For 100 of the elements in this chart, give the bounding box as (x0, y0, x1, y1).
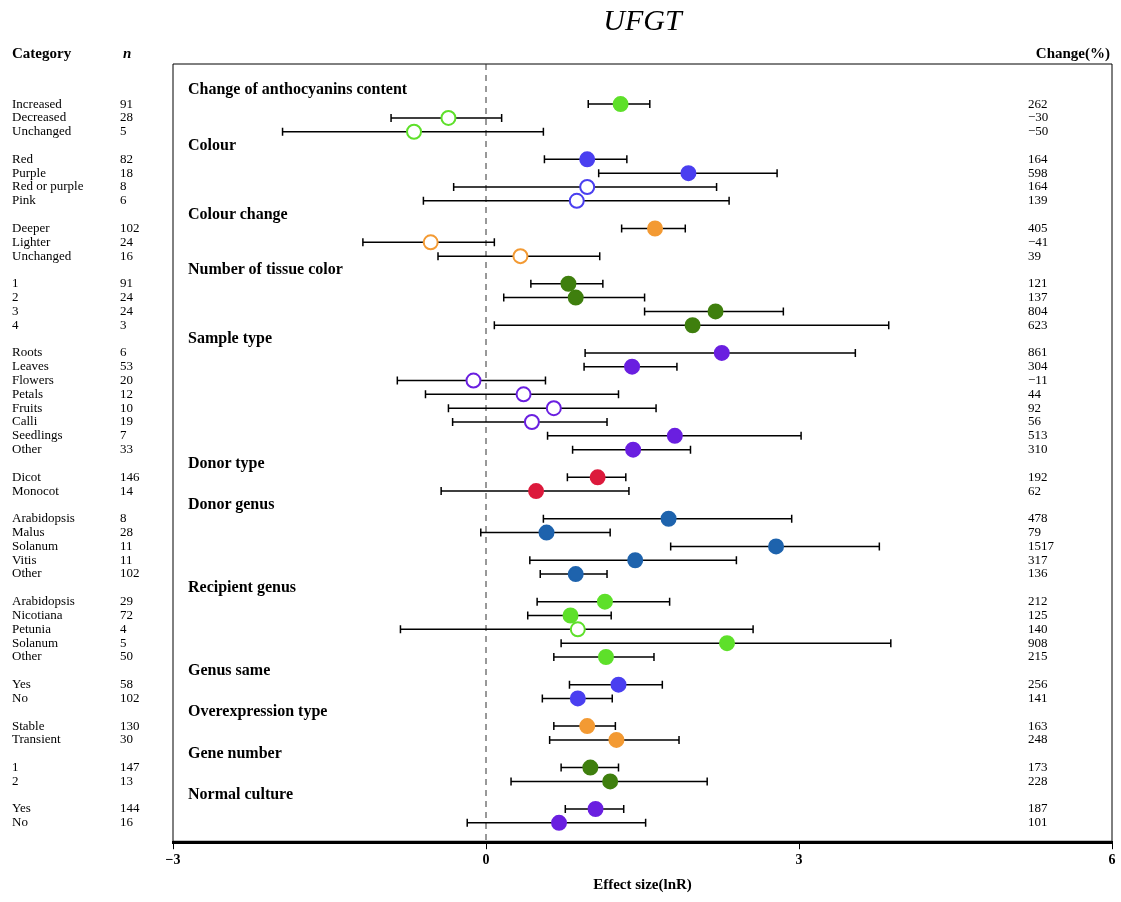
point (597, 648, 614, 665)
text: 13 (120, 772, 133, 788)
point (589, 469, 606, 486)
y2-tick-label: 1517 (1028, 537, 1055, 553)
point (647, 220, 664, 237)
point (567, 289, 584, 306)
point (579, 151, 596, 168)
y2-tick-label: 187 (1028, 800, 1048, 816)
y2-tick-label: 139 (1028, 192, 1048, 208)
text: 82 (120, 150, 133, 166)
text: 24 (120, 289, 134, 305)
y2-tick-label: 598 (1028, 164, 1048, 180)
text: 20 (120, 371, 133, 387)
point (515, 386, 532, 403)
text: 8 (120, 510, 127, 526)
y2-tick-label: −30 (1028, 109, 1049, 125)
point (440, 109, 457, 126)
y-tick-label: Gene number (188, 743, 282, 761)
point (624, 358, 641, 375)
y-tick-label: Monocot (12, 482, 60, 498)
text: 3 (120, 316, 127, 332)
point (768, 538, 785, 555)
y2-tick-label: 173 (1028, 758, 1048, 774)
point (610, 676, 627, 693)
y-tick-label: Recipient genus (188, 578, 296, 597)
text: 12 (120, 385, 133, 401)
point (528, 483, 545, 500)
text: 102 (120, 565, 140, 581)
y-tick-label: Colour (188, 135, 236, 153)
y-tick-label: Dicot (12, 468, 42, 484)
point (551, 814, 568, 831)
point (406, 123, 423, 140)
text: 58 (120, 676, 133, 692)
text: n (123, 44, 132, 61)
x-tick-label: 3 (795, 852, 803, 868)
point (627, 552, 644, 569)
point (569, 690, 586, 707)
point (567, 566, 584, 583)
text: 33 (120, 441, 133, 457)
y-tick-label: Genus same (188, 660, 271, 678)
text: 53 (120, 358, 133, 374)
point (579, 179, 596, 196)
y2-tick-label: −41 (1028, 233, 1049, 249)
y-tick-label: 1 (12, 758, 19, 774)
y-tick-label: Other (12, 648, 43, 664)
y2-tick-label: 101 (1028, 814, 1048, 830)
y-tick-label: Flowers (12, 371, 54, 387)
point (684, 317, 701, 334)
text: 7 (120, 427, 127, 443)
y2-tick-label: 125 (1028, 606, 1048, 622)
text: 8 (120, 178, 127, 194)
y-tick-label: 2 (12, 772, 19, 788)
y-tick-label: 1 (12, 275, 19, 291)
y2-tick-label: 478 (1028, 510, 1048, 526)
text: 5 (120, 634, 127, 650)
point (608, 731, 625, 748)
text: 19 (120, 413, 133, 429)
y2-tick-label: 56 (1028, 413, 1042, 429)
y-tick-label: Red (12, 150, 34, 166)
y-tick-label: Donor genus (188, 495, 275, 514)
y-tick-label: Petals (12, 385, 44, 401)
text: 102 (120, 689, 140, 705)
y2-tick-label: 141 (1028, 689, 1048, 705)
point (660, 510, 677, 527)
point (612, 96, 629, 113)
y-tick-label: Other (12, 565, 43, 581)
point (560, 275, 577, 292)
y2-tick-label: 215 (1028, 648, 1048, 664)
y-tick-label: Change of anthocyanins content (188, 80, 408, 99)
text: Category (12, 44, 72, 61)
y2-tick-label: 228 (1028, 772, 1048, 788)
y2-tick-label: −50 (1028, 123, 1049, 139)
y2-tick-label: 310 (1028, 441, 1048, 457)
text: Change(%) (1035, 44, 1110, 62)
y2-tick-label: 140 (1028, 620, 1048, 636)
y-tick-label: Calli (12, 413, 38, 429)
y2-tick-label: 164 (1028, 178, 1048, 194)
y2-tick-label: −11 (1028, 371, 1048, 387)
text: 130 (120, 717, 140, 733)
point (587, 801, 604, 818)
text: 144 (120, 800, 140, 816)
y2-tick-label: 908 (1028, 634, 1048, 650)
y-tick-label: Fruits (12, 399, 43, 415)
y2-tick-label: 804 (1028, 302, 1048, 318)
y2-tick-label: 405 (1028, 219, 1048, 235)
point (523, 414, 540, 430)
y-tick-label: Overexpression type (188, 702, 328, 721)
y-tick-label: Transient (12, 731, 62, 747)
text: 11 (120, 537, 133, 553)
x-tick-label: 6 (1108, 852, 1116, 868)
y-tick-label: Petunia (12, 620, 52, 636)
y2-tick-label: 304 (1028, 358, 1048, 374)
y-tick-label: Colour change (188, 204, 288, 223)
text: 4 (120, 620, 127, 636)
y-tick-label: Seedlings (12, 427, 63, 443)
point (512, 248, 529, 265)
point (562, 607, 579, 624)
y-tick-label: Donor type (188, 453, 265, 472)
y-tick-label: Solanum (12, 634, 59, 650)
y2-tick-label: 192 (1028, 468, 1048, 484)
